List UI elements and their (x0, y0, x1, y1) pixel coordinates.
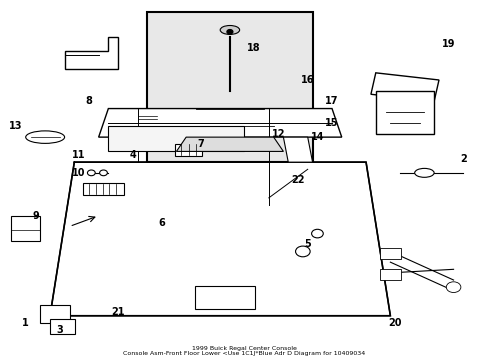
Circle shape (311, 229, 323, 238)
Text: 7: 7 (197, 139, 203, 149)
Ellipse shape (26, 131, 64, 143)
Text: 13: 13 (9, 121, 22, 131)
Circle shape (295, 246, 309, 257)
Circle shape (226, 30, 232, 34)
FancyBboxPatch shape (379, 269, 400, 280)
Text: 1999 Buick Regal Center Console
Console Asm-Front Floor Lower <Use 1C1J*Blue Adr: 1999 Buick Regal Center Console Console … (123, 346, 365, 356)
Text: 1: 1 (22, 318, 29, 328)
Text: 14: 14 (310, 132, 324, 142)
Text: 5: 5 (304, 239, 310, 249)
Text: 16: 16 (300, 75, 314, 85)
FancyBboxPatch shape (83, 183, 123, 195)
FancyBboxPatch shape (131, 111, 163, 127)
Polygon shape (176, 137, 283, 152)
Ellipse shape (414, 168, 433, 177)
Circle shape (446, 282, 460, 293)
Polygon shape (283, 137, 312, 162)
Polygon shape (370, 73, 438, 102)
FancyBboxPatch shape (49, 319, 75, 334)
Polygon shape (50, 162, 389, 316)
Polygon shape (108, 126, 244, 152)
Polygon shape (64, 37, 118, 69)
Text: 12: 12 (271, 129, 285, 139)
Circle shape (100, 170, 107, 176)
Text: 20: 20 (387, 318, 401, 328)
Polygon shape (99, 109, 341, 137)
Text: 9: 9 (32, 211, 39, 221)
Text: 17: 17 (325, 96, 338, 107)
Text: 10: 10 (72, 168, 86, 178)
Text: 15: 15 (325, 118, 338, 128)
Polygon shape (11, 216, 40, 241)
Text: 4: 4 (129, 150, 136, 160)
FancyBboxPatch shape (147, 12, 312, 162)
Text: 6: 6 (158, 218, 165, 228)
Ellipse shape (220, 26, 239, 35)
FancyBboxPatch shape (195, 287, 255, 309)
Circle shape (87, 170, 95, 176)
Text: 11: 11 (72, 150, 86, 160)
FancyBboxPatch shape (375, 91, 433, 134)
Text: 3: 3 (56, 325, 63, 335)
Text: 18: 18 (247, 43, 261, 53)
FancyBboxPatch shape (175, 144, 201, 156)
Text: 2: 2 (459, 154, 466, 163)
Text: 19: 19 (441, 39, 454, 49)
FancyBboxPatch shape (379, 248, 400, 259)
Text: 21: 21 (111, 307, 124, 317)
Text: 22: 22 (291, 175, 304, 185)
Text: 8: 8 (85, 96, 92, 107)
FancyBboxPatch shape (40, 305, 70, 323)
